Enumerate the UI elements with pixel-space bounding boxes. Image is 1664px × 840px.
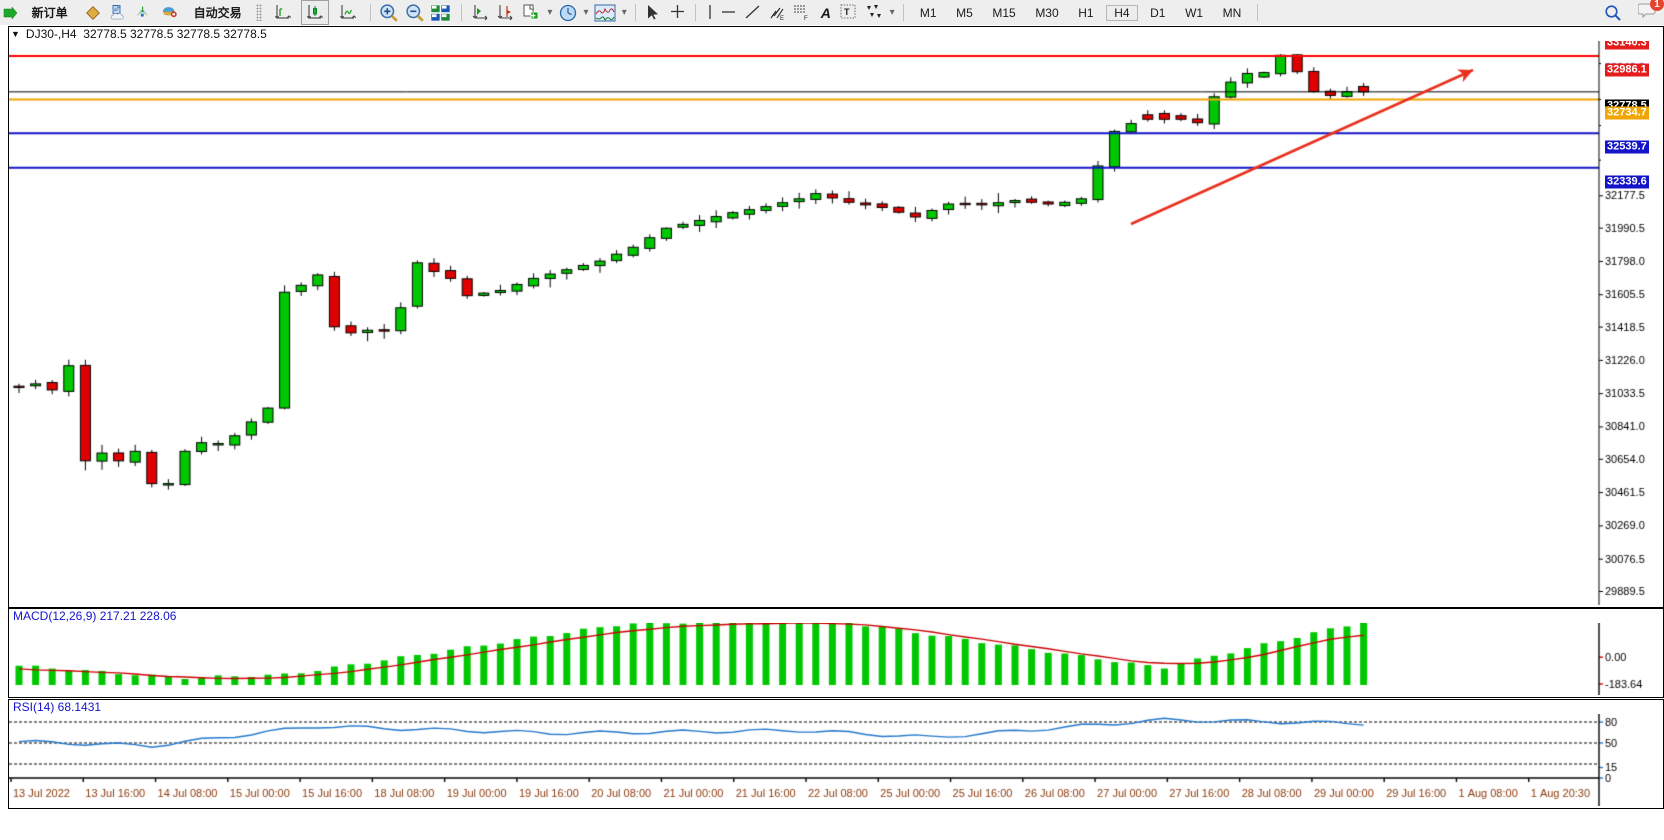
svg-text:T: T (844, 7, 850, 17)
svg-text:F: F (804, 16, 808, 21)
svg-text:E: E (780, 16, 784, 21)
